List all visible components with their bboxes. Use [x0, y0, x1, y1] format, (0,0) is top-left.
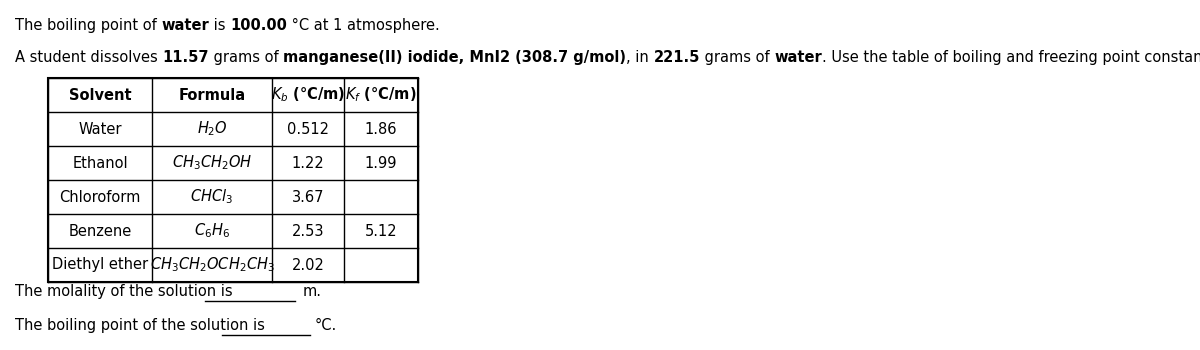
- Text: water: water: [161, 18, 209, 33]
- Text: manganese(II) iodide, MnI: manganese(II) iodide, MnI: [283, 50, 500, 65]
- Text: 221.5: 221.5: [654, 50, 700, 65]
- Text: $CH_3CH_2OH$: $CH_3CH_2OH$: [172, 154, 252, 172]
- Text: 2.02: 2.02: [292, 258, 324, 273]
- Text: $K_f$ (°C/m): $K_f$ (°C/m): [346, 86, 416, 104]
- Text: Benzene: Benzene: [68, 224, 132, 238]
- Text: . Use the table of boiling and freezing point constants to answer the questions : . Use the table of boiling and freezing …: [822, 50, 1200, 65]
- Text: Formula: Formula: [179, 88, 246, 103]
- Text: $CH_3CH_2OCH_2CH_3$: $CH_3CH_2OCH_2CH_3$: [150, 256, 275, 274]
- Text: 1.99: 1.99: [365, 155, 397, 170]
- Text: $CHCl_3$: $CHCl_3$: [191, 188, 234, 206]
- Text: , in: , in: [626, 50, 654, 65]
- Text: °C.: °C.: [314, 318, 337, 333]
- Text: The boiling point of: The boiling point of: [14, 18, 161, 33]
- Text: The boiling point of the solution is: The boiling point of the solution is: [14, 318, 265, 333]
- Text: 1.86: 1.86: [365, 121, 397, 136]
- Text: Water: Water: [78, 121, 121, 136]
- Text: is: is: [209, 18, 230, 33]
- Text: A student dissolves: A student dissolves: [14, 50, 162, 65]
- Text: m.: m.: [302, 284, 322, 299]
- Text: $K_b$ (°C/m): $K_b$ (°C/m): [271, 86, 346, 104]
- Text: (308.7 g/mol): (308.7 g/mol): [510, 50, 626, 65]
- Text: grams of: grams of: [700, 50, 774, 65]
- Text: 1.22: 1.22: [292, 155, 324, 170]
- Text: Diethyl ether: Diethyl ether: [52, 258, 148, 273]
- Text: 2.53: 2.53: [292, 224, 324, 238]
- Text: $H_2O$: $H_2O$: [197, 120, 228, 138]
- Text: 0.512: 0.512: [287, 121, 329, 136]
- Text: grams of: grams of: [209, 50, 283, 65]
- Text: water: water: [774, 50, 822, 65]
- Text: °C at 1 atmosphere.: °C at 1 atmosphere.: [287, 18, 440, 33]
- Bar: [48, 78, 418, 282]
- Text: Solvent: Solvent: [68, 88, 131, 103]
- Text: 100.00: 100.00: [230, 18, 287, 33]
- Text: $C_6H_6$: $C_6H_6$: [194, 222, 230, 240]
- Text: 5.12: 5.12: [365, 224, 397, 238]
- Text: 3.67: 3.67: [292, 189, 324, 204]
- Text: 11.57: 11.57: [162, 50, 209, 65]
- Text: Chloroform: Chloroform: [59, 189, 140, 204]
- Text: 2: 2: [500, 50, 510, 65]
- Text: The molality of the solution is: The molality of the solution is: [14, 284, 233, 299]
- Text: Ethanol: Ethanol: [72, 155, 128, 170]
